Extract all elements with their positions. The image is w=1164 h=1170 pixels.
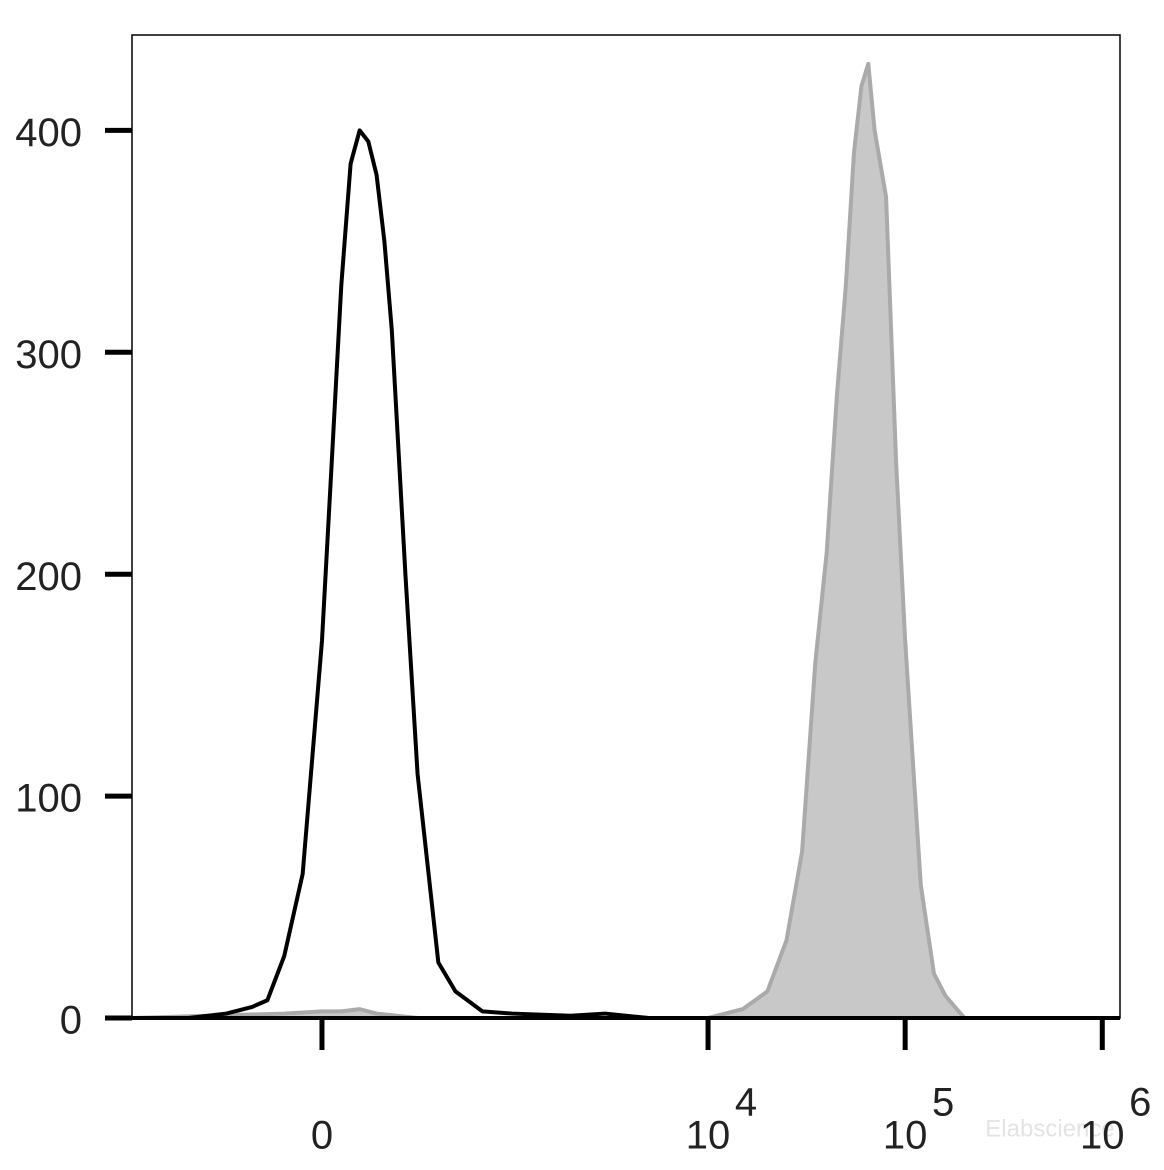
y-tick-label: 200	[15, 555, 82, 599]
x-tick-label: 0	[311, 1114, 333, 1158]
histogram-line	[132, 128, 1103, 1020]
y-tick-label: 0	[60, 999, 82, 1043]
x-tick-label: 10	[686, 1114, 731, 1158]
y-tick-label: 300	[15, 333, 82, 377]
watermark: Elabscience	[985, 1115, 1114, 1142]
y-tick-label: 400	[15, 111, 82, 155]
y-tick-label: 100	[15, 777, 82, 821]
histogram-area	[130, 61, 1105, 1020]
x-tick-exponent: 5	[932, 1081, 954, 1125]
x-tick-label: 10	[1080, 1114, 1125, 1158]
plot-frame	[131, 34, 1121, 1019]
x-tick-label: 10	[883, 1114, 928, 1158]
x-tick-exponent: 4	[735, 1081, 757, 1125]
x-tick-exponent: 6	[1129, 1081, 1151, 1125]
